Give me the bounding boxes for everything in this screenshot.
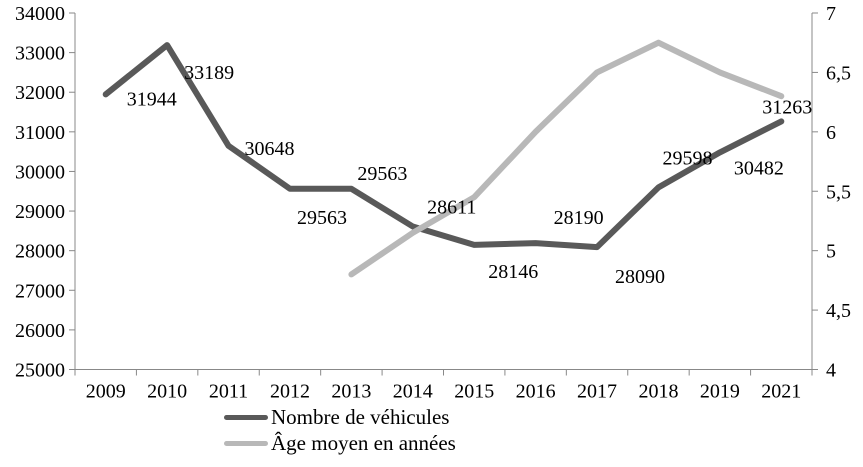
x-axis-category-label: 2016 — [516, 381, 556, 403]
data-label: 28190 — [554, 207, 604, 229]
left-axis-tick-label: 28000 — [15, 241, 65, 263]
x-axis-category-label: 2017 — [577, 381, 617, 403]
left-axis-tick-label: 30000 — [15, 161, 65, 183]
right-axis-tick-label: 4 — [826, 360, 836, 382]
x-axis-category-label: 2021 — [761, 381, 801, 403]
right-axis-tick-label: 7 — [826, 3, 836, 25]
data-label: 28090 — [615, 266, 665, 288]
x-axis-category-label: 2013 — [331, 381, 371, 403]
left-axis-tick-label: 25000 — [15, 360, 65, 382]
data-label: 29598 — [662, 147, 712, 169]
chart-legend: Nombre de véhicules Âge moyen en années — [224, 404, 456, 456]
data-label: 28611 — [427, 196, 476, 218]
x-axis-category-label: 2015 — [454, 381, 494, 403]
data-label: 29563 — [357, 163, 407, 185]
data-label: 28146 — [488, 261, 538, 283]
legend-swatch-vehicles — [224, 414, 268, 420]
legend-item-age: Âge moyen en années — [224, 430, 456, 456]
left-axis-tick-label: 26000 — [15, 320, 65, 342]
series-age-line — [348, 39, 785, 278]
x-axis-category-label: 2018 — [638, 381, 678, 403]
right-axis-tick-label: 6 — [826, 122, 836, 144]
series-vehicles-line — [102, 42, 785, 251]
left-axis-tick-label: 32000 — [15, 82, 65, 104]
left-axis-tick-label: 29000 — [15, 201, 65, 223]
right-axis-tick-label: 5,5 — [826, 181, 851, 203]
x-axis-category-label: 2009 — [86, 381, 126, 403]
data-label: 33189 — [184, 62, 234, 84]
x-axis-category-label: 2014 — [393, 381, 433, 403]
right-axis-tick-label: 5 — [826, 241, 836, 263]
x-axis-category-label: 2010 — [147, 381, 187, 403]
left-axis-tick-label: 27000 — [15, 280, 65, 302]
legend-swatch-age — [224, 440, 268, 446]
data-label: 30648 — [245, 138, 295, 160]
left-axis-tick-label: 33000 — [15, 43, 65, 65]
data-label: 31263 — [762, 96, 812, 118]
right-axis-tick-label: 4,5 — [826, 300, 851, 322]
right-axis-tick-label: 6,5 — [826, 62, 851, 84]
data-label: 31944 — [127, 88, 177, 110]
x-axis-category-label: 2019 — [700, 381, 740, 403]
left-axis-tick-label: 31000 — [15, 122, 65, 144]
x-axis-category-label: 2011 — [209, 381, 248, 403]
left-axis-tick-label: 34000 — [15, 3, 65, 25]
legend-item-vehicles: Nombre de véhicules — [224, 404, 456, 430]
legend-label-age: Âge moyen en années — [271, 430, 456, 455]
data-label: 30482 — [734, 157, 784, 179]
legend-label-vehicles: Nombre de véhicules — [271, 404, 450, 429]
data-label: 29563 — [297, 207, 347, 229]
x-axis-category-label: 2012 — [270, 381, 310, 403]
